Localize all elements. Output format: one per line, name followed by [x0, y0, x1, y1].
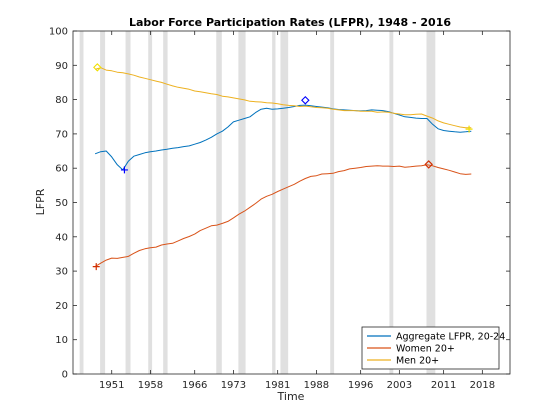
y-tick-label: 20	[55, 301, 68, 312]
x-tick-label: 1966	[182, 380, 207, 391]
legend-entry-1: Aggregate LFPR, 20-24	[396, 332, 505, 343]
x-tick-label: 1981	[265, 380, 290, 391]
marker-diamond	[424, 160, 433, 169]
legend-entry-3: Men 20+	[396, 356, 439, 367]
marker-plus	[92, 263, 100, 271]
recession-band	[389, 31, 394, 374]
x-tick-label: 1958	[138, 380, 163, 391]
series-lines	[94, 67, 472, 268]
series-line-2	[94, 164, 472, 268]
recession-band	[280, 31, 289, 374]
y-tick-label: 30	[55, 267, 68, 278]
y-axis-label: LFPR	[34, 188, 47, 215]
recession-band	[79, 31, 84, 374]
marker-plus	[465, 125, 473, 133]
y-tick-label: 50	[55, 198, 68, 209]
chart-title: Labor Force Participation Rates (LFPR), …	[129, 16, 451, 29]
x-tick-label: 1996	[348, 380, 373, 391]
series-line-3	[94, 67, 472, 129]
recession-band	[100, 31, 106, 374]
recession-bands	[79, 31, 436, 374]
y-tick-label: 80	[55, 95, 68, 106]
x-tick-label: 1973	[221, 380, 246, 391]
y-tick-label: 0	[62, 370, 68, 381]
plot-area	[73, 31, 510, 374]
axis-ticks: 1951 1958 1966 1973 1981 1988 1996 2003 2011 2018…	[49, 27, 510, 391]
y-tick-label: 100	[49, 27, 68, 38]
x-axis-label: Time	[277, 390, 305, 403]
recession-band	[216, 31, 222, 374]
series-line-1	[94, 104, 472, 171]
recession-band	[426, 31, 436, 374]
x-tick-label: 1951	[99, 380, 124, 391]
recession-band	[148, 31, 153, 374]
y-tick-label: 10	[55, 335, 68, 346]
x-tick-label: 2018	[470, 380, 495, 391]
recession-band	[330, 31, 335, 374]
legend-entry-2: Women 20+	[396, 344, 455, 355]
recession-band	[238, 31, 246, 374]
marker-diamond	[301, 96, 310, 105]
marker-plus	[120, 166, 128, 174]
x-tick-label: 2003	[387, 380, 412, 391]
y-tick-label: 90	[55, 61, 68, 72]
extreme-markers	[92, 63, 473, 271]
recession-band	[163, 31, 168, 374]
y-tick-label: 40	[55, 232, 68, 243]
x-tick-label: 1988	[304, 380, 329, 391]
marker-diamond	[93, 63, 102, 72]
recession-band	[125, 31, 131, 374]
x-tick-label: 2011	[431, 380, 456, 391]
recession-band	[272, 31, 276, 374]
y-tick-label: 70	[55, 129, 68, 140]
y-tick-label: 60	[55, 164, 68, 175]
